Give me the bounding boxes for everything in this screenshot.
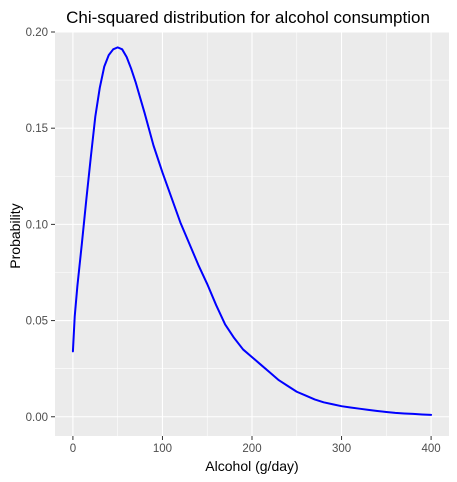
x-axis-label: Alcohol (g/day) xyxy=(205,458,298,474)
x-tick-label: 0 xyxy=(70,443,76,455)
y-axis-ticks: 0.00 0.05 0.10 0.15 0.20 xyxy=(26,27,55,424)
y-tick-label: 0.15 xyxy=(26,123,48,135)
x-tick-label: 300 xyxy=(332,443,351,455)
y-tick-label: 0.00 xyxy=(26,412,48,424)
x-tick-label: 200 xyxy=(242,443,261,455)
series-layer xyxy=(71,46,433,416)
x-axis-ticks: 0 100 200 300 400 xyxy=(70,436,441,455)
density-line xyxy=(71,46,433,416)
chart-title: Chi-squared distribution for alcohol con… xyxy=(66,8,430,27)
y-tick-label: 0.20 xyxy=(26,27,48,39)
y-tick-label: 0.10 xyxy=(26,219,48,231)
grid-major-lines xyxy=(55,31,449,436)
x-tick-label: 400 xyxy=(421,443,440,455)
x-tick-label: 100 xyxy=(153,443,172,455)
y-tick-label: 0.05 xyxy=(26,316,48,328)
y-axis-label: Probability xyxy=(7,203,23,268)
